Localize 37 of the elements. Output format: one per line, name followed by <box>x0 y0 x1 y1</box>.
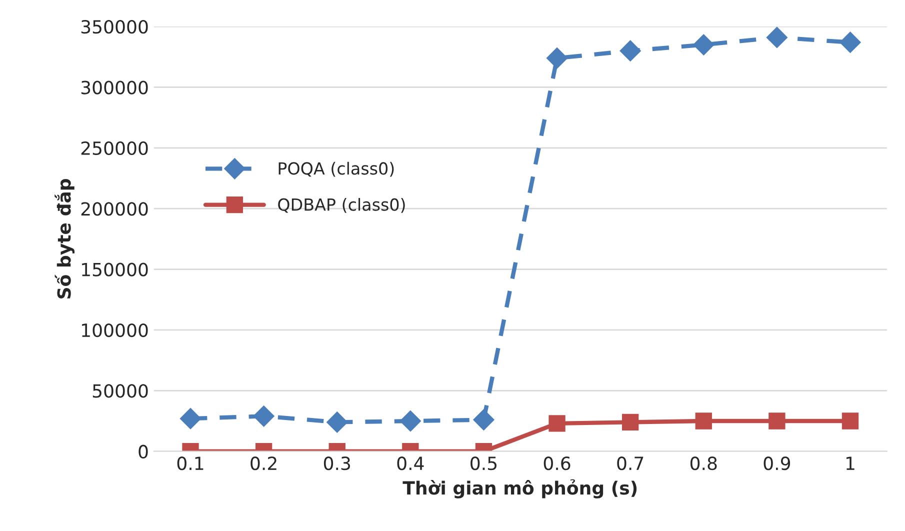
x-tick-label: 0.4 <box>397 456 424 470</box>
point <box>768 412 786 430</box>
point <box>620 40 641 62</box>
point <box>622 414 639 431</box>
point <box>180 408 202 430</box>
point <box>548 415 566 432</box>
point <box>326 412 348 433</box>
y-tick-label: 200000 <box>81 202 148 216</box>
legend-label: POQA (class0) <box>278 162 394 177</box>
y-tick-label: 100000 <box>82 323 148 338</box>
x-tick-label: 0.6 <box>544 456 570 470</box>
y-tick-label: 250000 <box>81 141 148 156</box>
point <box>695 412 712 430</box>
point <box>693 34 714 56</box>
point <box>840 32 861 53</box>
legend-label: QDBAP (class0) <box>278 198 405 213</box>
x-tick-label: 0.8 <box>690 456 717 470</box>
y-tick-label: 150000 <box>82 262 148 276</box>
y-tick-label: 300000 <box>81 80 148 94</box>
x-tick-label: 0.1 <box>177 456 204 470</box>
x-tick-label: 0.5 <box>470 456 497 470</box>
x-tick-label: 1 <box>846 456 854 470</box>
y-tick-label: 350000 <box>81 20 148 34</box>
point <box>766 26 788 48</box>
y-axis-title: Số byte đắp <box>54 178 75 298</box>
x-tick-label: 0.3 <box>324 456 350 470</box>
x-tick-label: 0.7 <box>617 456 644 470</box>
point <box>473 409 494 430</box>
point <box>400 410 421 432</box>
y-tick-label: 50000 <box>92 384 148 398</box>
x-tick-label: 0.9 <box>764 456 790 470</box>
point <box>842 412 859 430</box>
y-tick-label: 0 <box>138 444 148 458</box>
point <box>253 406 274 427</box>
x-axis-title: Thời gian mô phỏng (s) <box>402 479 637 498</box>
x-tick-label: 0.2 <box>250 456 276 470</box>
point <box>546 48 568 69</box>
